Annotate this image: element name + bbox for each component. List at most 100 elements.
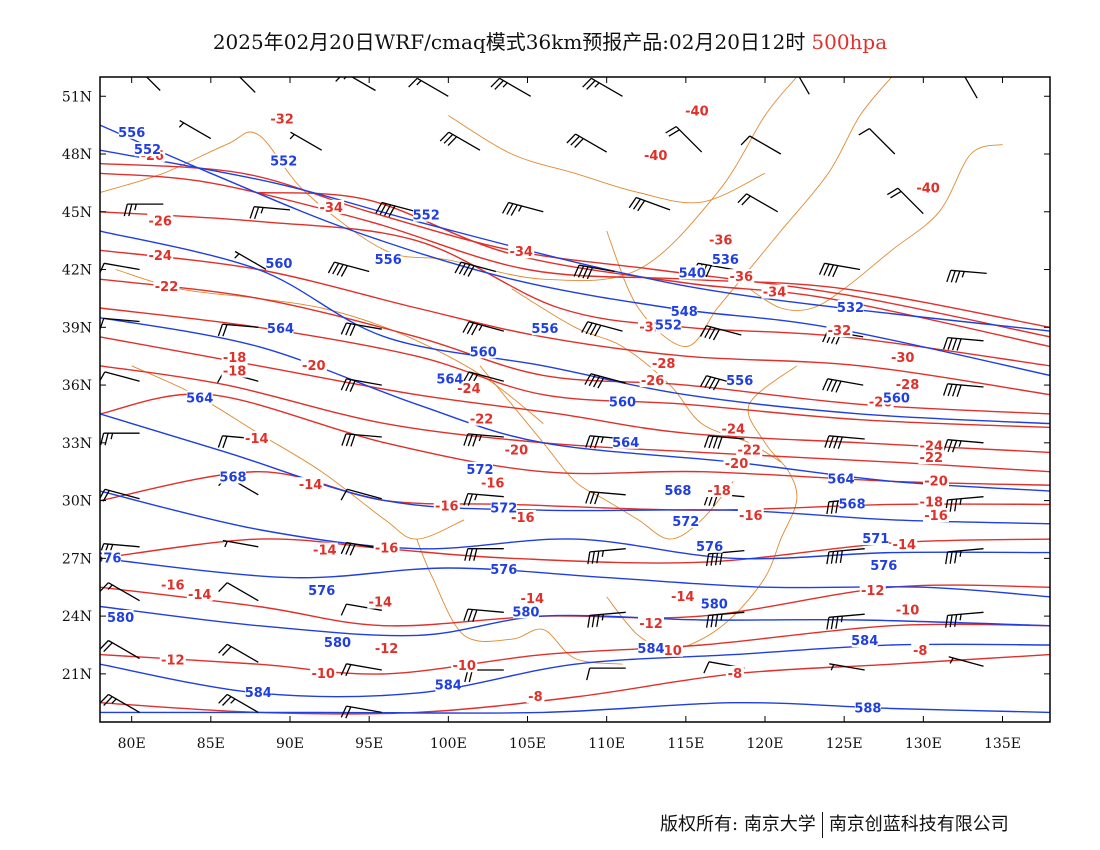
x-tick-label: 135E bbox=[984, 736, 1021, 752]
wind-barb-full bbox=[447, 136, 458, 147]
wind-barb-full bbox=[955, 270, 961, 283]
temperature-label-bg bbox=[300, 357, 327, 372]
copyright-footer: 版权所有: 南京大学 南京创蓝科技有限公司 bbox=[660, 810, 1009, 838]
wind-barb-full bbox=[506, 203, 514, 215]
wind-barb-full bbox=[586, 667, 591, 681]
height-label-bg bbox=[638, 640, 664, 655]
wind-barb-half bbox=[720, 614, 723, 621]
wind-barb bbox=[705, 611, 745, 628]
y-tick-label: 36N bbox=[62, 378, 92, 394]
wind-barb-full bbox=[494, 80, 504, 90]
wind-barb bbox=[582, 77, 623, 97]
temperature-label-bg bbox=[720, 421, 747, 436]
wind-barb-staff bbox=[346, 663, 382, 671]
wind-barb-half bbox=[474, 494, 478, 501]
wind-barb-half bbox=[110, 544, 114, 551]
wind-barb bbox=[178, 120, 212, 140]
wind-barb-staff bbox=[234, 250, 267, 271]
wind-barb-staff bbox=[828, 435, 865, 440]
temperature-label-bg bbox=[519, 590, 546, 605]
height-contour bbox=[100, 317, 1050, 492]
x-tick-label: 115E bbox=[667, 736, 704, 752]
wind-barb-staff bbox=[828, 613, 865, 618]
boundary-line bbox=[448, 115, 766, 204]
height-label: 584 bbox=[245, 686, 272, 701]
wind-barb bbox=[100, 582, 140, 602]
temperature-label: -22 bbox=[155, 280, 179, 295]
wind-barb bbox=[587, 548, 626, 565]
wind-barb-full bbox=[103, 696, 113, 706]
wind-barb-staff bbox=[381, 201, 417, 213]
wind-barb-staff bbox=[589, 491, 626, 496]
wind-barb-full bbox=[584, 373, 592, 385]
wind-barb-staff bbox=[575, 133, 608, 153]
x-tick-label: 95E bbox=[355, 736, 383, 752]
temperature-label-bg bbox=[147, 248, 174, 263]
wind-barb-full bbox=[462, 321, 470, 333]
wind-barb bbox=[829, 663, 865, 671]
wind-barb bbox=[100, 371, 140, 382]
wind-barb-full bbox=[577, 265, 585, 278]
temperature-label-bg bbox=[683, 103, 710, 118]
wind-barb-full bbox=[581, 321, 589, 333]
wind-barb-staff bbox=[947, 383, 984, 388]
temperature-label: -20 bbox=[725, 457, 749, 472]
temperature-label: -40 bbox=[685, 105, 709, 120]
height-label: 568 bbox=[219, 471, 246, 486]
temperature-label-bg bbox=[911, 642, 930, 657]
boundary-line bbox=[479, 365, 734, 540]
wind-barb-full bbox=[956, 338, 962, 351]
temperature-label-bg bbox=[153, 278, 180, 293]
height-label-bg bbox=[490, 561, 517, 576]
wind-barb-staff bbox=[345, 433, 382, 438]
wind-barb-full bbox=[589, 323, 597, 336]
temperature-label: -14 bbox=[369, 596, 393, 611]
boundary-line bbox=[748, 143, 1003, 311]
copyright-label: 版权所有: bbox=[660, 814, 739, 835]
wind-barb bbox=[585, 491, 626, 505]
wind-barb-staff bbox=[416, 77, 449, 97]
wind-barb-full bbox=[593, 375, 601, 388]
wind-barb-half bbox=[830, 664, 835, 671]
height-label-bg bbox=[470, 344, 497, 359]
wind-barb-full bbox=[408, 77, 418, 88]
height-label-bg bbox=[267, 321, 294, 336]
wind-barb-full bbox=[340, 542, 347, 555]
y-tick-label: 27N bbox=[62, 551, 92, 567]
wind-barb-staff bbox=[467, 433, 504, 438]
height-label: 564 bbox=[827, 472, 854, 487]
wind-barb-full bbox=[704, 326, 712, 339]
wind-barb-full bbox=[710, 553, 714, 566]
wind-barb bbox=[375, 201, 417, 218]
wind-barb-full bbox=[466, 322, 474, 335]
wind-barb-full bbox=[222, 435, 228, 449]
temperature-label: -26 bbox=[148, 214, 172, 229]
y-tick-label: 33N bbox=[62, 436, 92, 452]
wind-barb-half bbox=[289, 133, 295, 140]
wind-barb-full bbox=[737, 193, 747, 204]
height-label: 556 bbox=[531, 322, 558, 337]
wind-barb-full bbox=[714, 614, 719, 627]
wind-barb-full bbox=[591, 614, 595, 628]
wind-barb-full bbox=[467, 493, 474, 506]
temperature-label: -24 bbox=[722, 422, 746, 437]
wind-barb-full bbox=[467, 609, 474, 622]
temperature-contour bbox=[100, 336, 1050, 454]
temperature-label-bg bbox=[923, 508, 949, 522]
temperature-label: -40 bbox=[644, 149, 668, 164]
temperature-label: -28 bbox=[652, 357, 676, 372]
wind-barb-full bbox=[826, 551, 830, 565]
copyright-org-nju: 南京大学 bbox=[743, 814, 816, 835]
wind-barb-full bbox=[345, 664, 352, 677]
temperature-label-bg bbox=[367, 594, 394, 609]
wind-barb bbox=[462, 321, 504, 336]
wind-barb-full bbox=[708, 435, 714, 449]
temperature-label-bg bbox=[894, 602, 921, 617]
wind-barb bbox=[222, 539, 259, 548]
temperature-label-bg bbox=[373, 540, 400, 555]
height-label: 564 bbox=[267, 322, 294, 337]
height-label: 556 bbox=[375, 253, 402, 268]
wind-barb-staff bbox=[587, 321, 623, 332]
wind-barb-full bbox=[699, 375, 708, 387]
wind-barb-full bbox=[827, 264, 834, 277]
